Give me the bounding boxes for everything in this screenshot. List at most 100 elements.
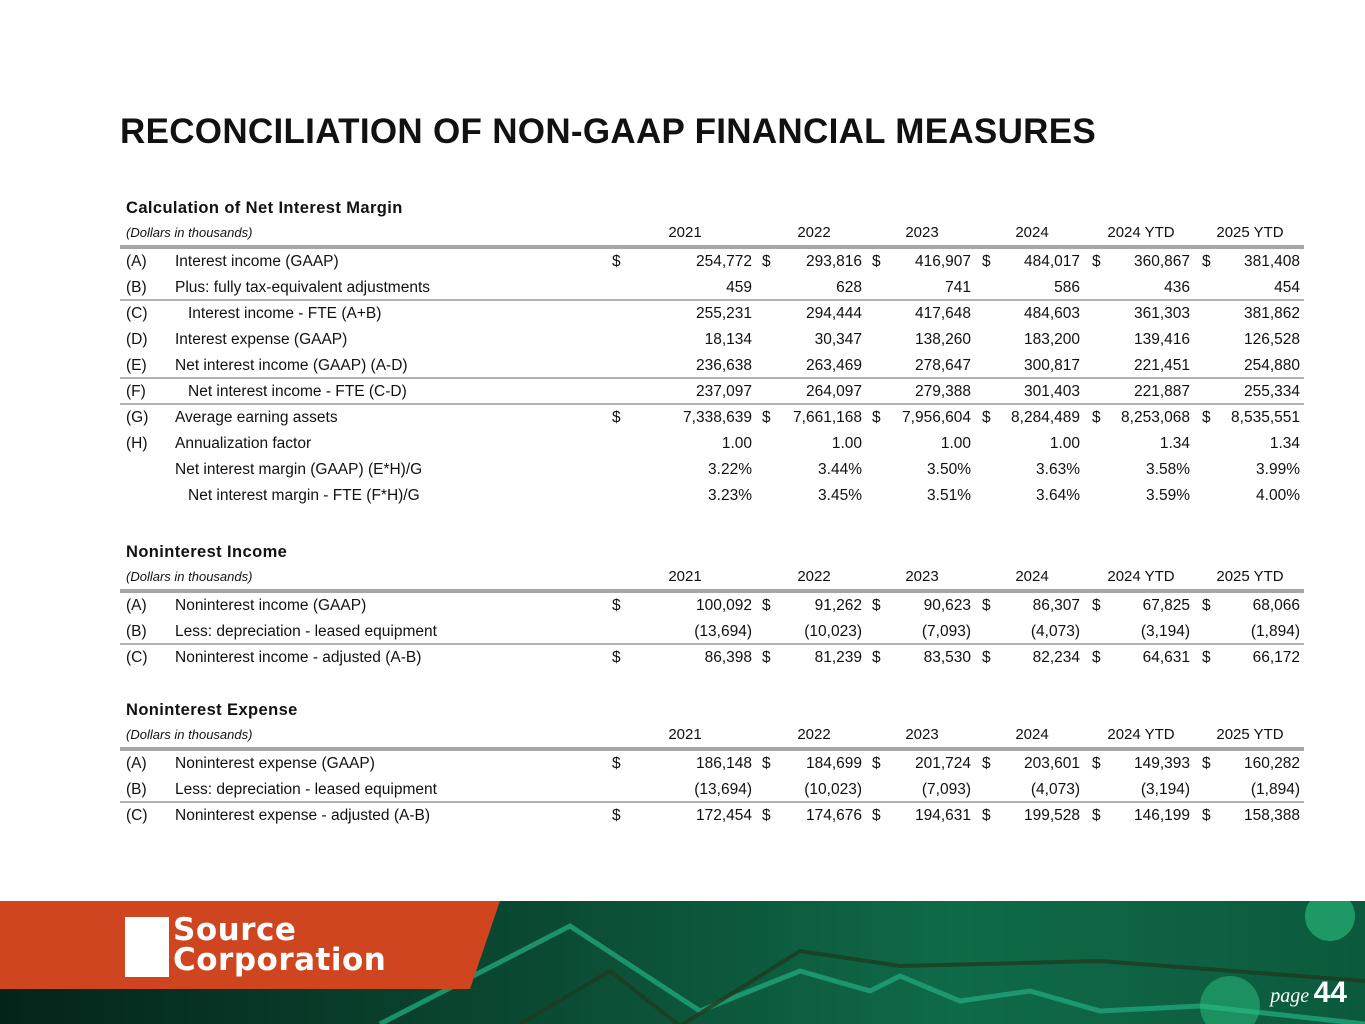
value: 146,199 — [1133, 807, 1190, 824]
value-cell: 255,334 — [1202, 379, 1300, 405]
value: 264,097 — [805, 383, 862, 400]
value-cell: 484,603 — [982, 301, 1080, 327]
logo-mark — [125, 917, 169, 977]
value: 174,676 — [805, 807, 862, 824]
value-cell: (7,093) — [872, 777, 971, 803]
value: 586 — [1054, 279, 1080, 296]
value-cell: 126,528 — [1202, 327, 1300, 353]
dollar-sign: $ — [762, 409, 771, 426]
value: 484,017 — [1023, 253, 1080, 270]
value: 221,887 — [1133, 383, 1190, 400]
net-interest-margin-table: Calculation of Net Interest Margin (Dolla… — [120, 195, 1304, 509]
value: 237,097 — [695, 383, 752, 400]
value: 3.51% — [927, 487, 971, 504]
column-header: 2022 — [797, 568, 831, 585]
table-row: (B) Less: depreciation - leased equipment… — [120, 777, 1304, 803]
dollar-sign: $ — [872, 755, 881, 772]
value-cell: $90,623 — [872, 593, 971, 619]
row-letter: (A) — [126, 253, 147, 270]
value: 436 — [1164, 279, 1190, 296]
value: 3.22% — [708, 461, 752, 478]
value-cell: $64,631 — [1092, 645, 1190, 671]
value: 236,638 — [695, 357, 752, 374]
row-letter: (B) — [126, 781, 147, 798]
table-row: (G) Average earning assets $7,338,639 $7,66… — [120, 405, 1304, 431]
stock-chart-background-graphic — [378, 901, 1365, 1024]
page-number-value: 44 — [1313, 976, 1347, 1009]
value: 184,699 — [805, 755, 862, 772]
table-row: (B) Plus: fully tax-equivalent adjustment… — [120, 275, 1304, 301]
value: 138,260 — [914, 331, 971, 348]
value-cell: $66,172 — [1202, 645, 1300, 671]
value: 221,451 — [1133, 357, 1190, 374]
dollar-sign: $ — [1202, 649, 1211, 666]
dollar-sign: $ — [982, 253, 991, 270]
page-title: RECONCILIATION OF NON-GAAP FINANCIAL MEA… — [120, 112, 1097, 151]
value-cell: $203,601 — [982, 751, 1080, 777]
table-row: (C) Interest income - FTE (A+B) 255,231 294… — [120, 301, 1304, 327]
value-cell: $86,398 — [612, 645, 752, 671]
column-header: 2021 — [668, 568, 702, 585]
value-cell: 3.51% — [872, 483, 971, 509]
value-cell: 221,451 — [1092, 353, 1190, 379]
value: 1.34 — [1269, 435, 1300, 452]
value: 186,148 — [695, 755, 752, 772]
value-cell: 3.22% — [612, 457, 752, 483]
value: 1.00 — [1049, 435, 1080, 452]
column-header: 2025 YTD — [1216, 568, 1284, 585]
value-cell: (10,023) — [762, 619, 862, 645]
value-cell: 300,817 — [982, 353, 1080, 379]
noninterest-income-table: Noninterest Income (Dollars in thousands)… — [120, 539, 1304, 671]
table-row: (H) Annualization factor 1.00 1.00 1.00 1.00 1… — [120, 431, 1304, 457]
value: 67,825 — [1142, 597, 1190, 614]
row-label: Less: depreciation - leased equipment — [175, 623, 437, 640]
value-cell: (4,073) — [982, 777, 1080, 803]
value: 30,347 — [814, 331, 862, 348]
page-number: page 44 — [1270, 976, 1347, 1010]
dollar-sign: $ — [1092, 755, 1101, 772]
value-cell: $416,907 — [872, 249, 971, 275]
column-header: 2022 — [797, 726, 831, 743]
dollar-sign: $ — [612, 807, 621, 824]
value-cell: 417,648 — [872, 301, 971, 327]
value-cell: $7,956,604 — [872, 405, 971, 431]
dollar-sign: $ — [872, 597, 881, 614]
value: 3.50% — [927, 461, 971, 478]
value: (1,894) — [1250, 781, 1300, 798]
value-cell: 221,887 — [1092, 379, 1190, 405]
row-letter: (F) — [126, 383, 146, 400]
value: 160,282 — [1243, 755, 1300, 772]
value: (10,023) — [804, 623, 862, 640]
value-cell: 1.00 — [982, 431, 1080, 457]
column-header: 2025 YTD — [1216, 224, 1284, 241]
value: 8,284,489 — [1011, 409, 1080, 426]
row-label: Net interest income (GAAP) (A-D) — [175, 357, 408, 374]
value: 3.44% — [818, 461, 862, 478]
column-header: 2024 — [1015, 224, 1049, 241]
value-cell: $7,338,639 — [612, 405, 752, 431]
dollar-sign: $ — [872, 253, 881, 270]
value-cell: $8,253,068 — [1092, 405, 1190, 431]
dollar-sign: $ — [1092, 253, 1101, 270]
table-row: Net interest margin - FTE (F*H)/G 3.23% 3.… — [120, 483, 1304, 509]
dollar-sign: $ — [762, 649, 771, 666]
value-cell: 138,260 — [872, 327, 971, 353]
value-cell: 263,469 — [762, 353, 862, 379]
value-cell: 254,880 — [1202, 353, 1300, 379]
value: 203,601 — [1023, 755, 1080, 772]
value-cell: (4,073) — [982, 619, 1080, 645]
units-note: (Dollars in thousands) — [126, 225, 253, 240]
row-label: Interest income (GAAP) — [175, 253, 339, 270]
value: 741 — [945, 279, 971, 296]
dollar-sign: $ — [1202, 409, 1211, 426]
value-cell: 3.23% — [612, 483, 752, 509]
column-header: 2024 YTD — [1107, 568, 1175, 585]
value-cell: 3.59% — [1092, 483, 1190, 509]
value: 8,253,068 — [1121, 409, 1190, 426]
value: 3.99% — [1256, 461, 1300, 478]
value-cell: 3.99% — [1202, 457, 1300, 483]
value: (4,073) — [1030, 623, 1080, 640]
column-header: 2024 — [1015, 726, 1049, 743]
value: 82,234 — [1032, 649, 1080, 666]
table-row: (A) Noninterest expense (GAAP) $186,148 $18… — [120, 751, 1304, 777]
